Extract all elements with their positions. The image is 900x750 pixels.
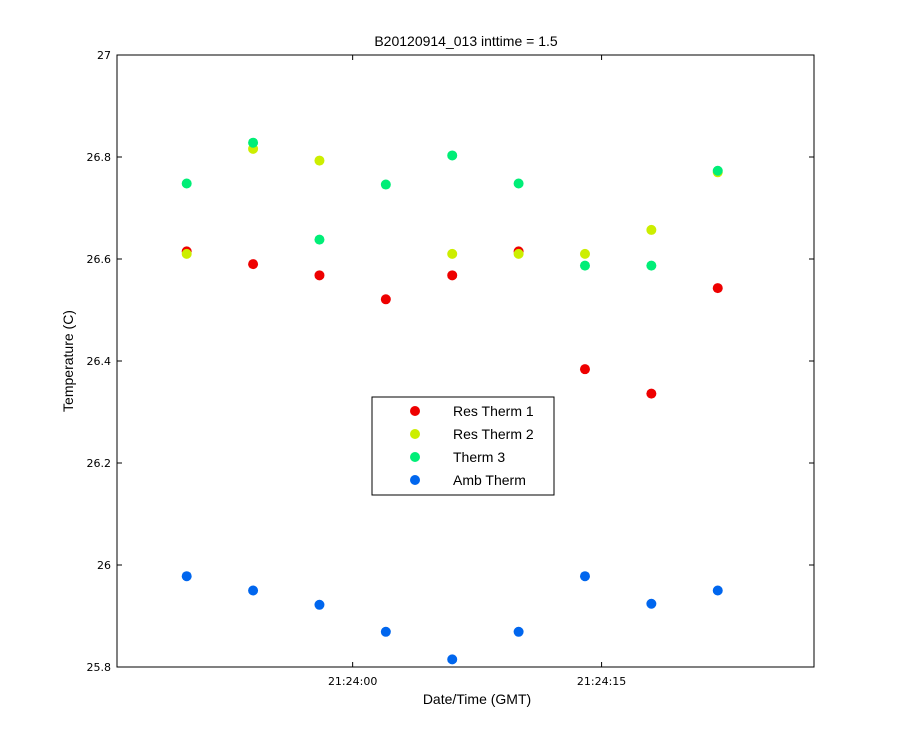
- data-point: [513, 626, 524, 637]
- data-point: [712, 165, 723, 176]
- series-amb-therm: [181, 571, 723, 665]
- legend-marker: [410, 429, 420, 439]
- y-tick-label: 27: [97, 49, 111, 62]
- data-point: [248, 585, 259, 596]
- plot-area: [116, 54, 815, 668]
- legend-label: Res Therm 2: [453, 426, 534, 442]
- x-tick-label: 21:24:15: [577, 675, 626, 688]
- y-tick-label: 26.8: [87, 151, 112, 164]
- data-point: [712, 585, 723, 596]
- data-point: [447, 270, 458, 281]
- y-tick-label: 25.8: [87, 661, 112, 674]
- data-point: [380, 179, 391, 190]
- legend-label: Therm 3: [453, 449, 505, 465]
- data-point: [513, 248, 524, 259]
- data-point: [380, 626, 391, 637]
- y-axis: 25.8 26 26.2 26.4 26.6 26.8 27: [87, 49, 814, 674]
- data-point: [646, 260, 657, 271]
- data-point: [447, 248, 458, 259]
- data-point: [314, 270, 325, 281]
- data-point: [248, 137, 259, 148]
- x-axis-label: Date/Time (GMT): [423, 691, 531, 707]
- data-point: [447, 150, 458, 161]
- chart-title: B20120914_013 inttime = 1.5: [374, 33, 558, 49]
- data-point: [579, 248, 590, 259]
- data-point: [646, 598, 657, 609]
- y-axis-label: Temperature (C): [60, 310, 76, 412]
- legend-label: Res Therm 1: [453, 403, 534, 419]
- data-point: [579, 571, 590, 582]
- data-point: [314, 599, 325, 610]
- data-point: [447, 654, 458, 665]
- series-therm-3: [181, 137, 723, 271]
- legend-marker: [410, 475, 420, 485]
- axes-frame: [116, 54, 815, 668]
- data-point: [513, 178, 524, 189]
- legend-marker: [410, 406, 420, 416]
- data-point: [314, 234, 325, 245]
- data-point: [181, 178, 192, 189]
- legend-label: Amb Therm: [453, 472, 526, 488]
- data-point: [380, 294, 391, 305]
- legend-marker: [410, 452, 420, 462]
- x-axis: 21:24:00 21:24:15: [328, 55, 626, 688]
- legend: Res Therm 1 Res Therm 2 Therm 3 Amb Therm: [371, 396, 555, 496]
- data-point: [181, 248, 192, 259]
- y-tick-label: 26.6: [87, 253, 112, 266]
- data-point: [646, 224, 657, 235]
- y-tick-label: 26.2: [87, 457, 112, 470]
- data-point: [248, 259, 259, 270]
- y-tick-label: 26.4: [87, 355, 112, 368]
- data-markers: [181, 137, 723, 665]
- legend-box: [371, 396, 555, 496]
- data-point: [314, 155, 325, 166]
- data-point: [579, 364, 590, 375]
- data-point: [646, 388, 657, 399]
- data-point: [712, 283, 723, 294]
- data-point: [579, 260, 590, 271]
- y-tick-label: 26: [97, 559, 111, 572]
- data-point: [181, 571, 192, 582]
- x-tick-label: 21:24:00: [328, 675, 377, 688]
